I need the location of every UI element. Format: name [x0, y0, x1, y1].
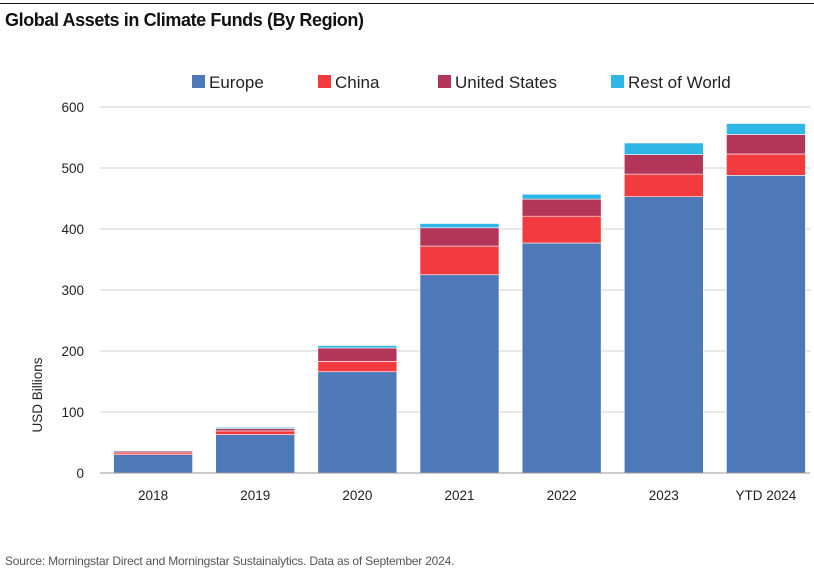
y-axis-label: USD Billions: [30, 357, 45, 432]
legend-label: United States: [455, 73, 557, 92]
bar-segment-united-states-2022: [521, 198, 602, 217]
legend-swatch: [192, 75, 205, 88]
bar-segment-europe-2021: [419, 274, 500, 474]
legend-swatch: [611, 75, 624, 88]
bars: [113, 123, 806, 474]
y-tick-label: 500: [61, 161, 84, 176]
bar-segment-europe-ytd-2024: [726, 175, 806, 474]
bar-segment-united-states-2019: [215, 428, 296, 432]
bar-segment-united-states-2023: [623, 154, 704, 175]
bar-segment-europe-2020: [317, 371, 398, 474]
bar-segment-europe-2022: [521, 242, 602, 474]
bar-segment-europe-2018: [113, 454, 193, 474]
legend-swatch: [318, 75, 331, 88]
x-tick-label: YTD 2024: [736, 488, 797, 503]
bar-segment-china-2023: [623, 173, 704, 197]
y-tick-label: 0: [76, 466, 84, 481]
y-tick-label: 400: [61, 222, 84, 237]
bar-segment-china-2019: [215, 430, 296, 435]
legend-swatch: [438, 75, 451, 88]
bar-segment-china-2022: [521, 215, 602, 244]
bar-segment-china-2021: [419, 245, 500, 276]
bar-segment-europe-2019: [215, 434, 296, 474]
x-tick-label: 2022: [547, 488, 577, 503]
y-tick-label: 600: [61, 100, 84, 115]
y-tick-label: 100: [61, 405, 84, 420]
y-tick-label: 300: [61, 283, 84, 298]
bar-segment-united-states-2021: [419, 227, 500, 247]
bar-segment-rest-of-world-2023: [623, 142, 704, 155]
y-tick-label: 200: [61, 344, 84, 359]
x-tick-label: 2023: [649, 488, 679, 503]
chart-title: Global Assets in Climate Funds (By Regio…: [5, 10, 364, 30]
bar-segment-rest-of-world-2020: [317, 345, 398, 349]
bar-segment-europe-2023: [623, 196, 704, 474]
bar-segment-china-2020: [317, 361, 398, 373]
axes: 0 100 200 300 400 500 600 2018 2019 2020 2021 2022 2…: [30, 100, 810, 503]
bar-segment-rest-of-world-2018: [113, 450, 193, 452]
bar-segment-united-states-ytd-2024: [726, 134, 806, 155]
legend: Europe China United States Rest of World: [192, 73, 731, 92]
bar-segment-rest-of-world-2022: [521, 193, 602, 200]
bar-segment-rest-of-world-ytd-2024: [726, 123, 806, 135]
legend-label: Rest of World: [628, 73, 731, 92]
top-rule: [0, 3, 814, 4]
legend-label: China: [335, 73, 380, 92]
source-note: Source: Morningstar Direct and Morningst…: [5, 554, 455, 568]
legend-label: Europe: [209, 73, 264, 92]
bar-segment-rest-of-world-2021: [419, 223, 500, 229]
x-tick-label: 2021: [444, 488, 474, 503]
x-tick-label: 2018: [138, 488, 168, 503]
bar-segment-united-states-2020: [317, 347, 398, 362]
x-tick-label: 2020: [342, 488, 372, 503]
bar-segment-china-ytd-2024: [726, 153, 806, 176]
bar-segment-rest-of-world-2019: [215, 426, 296, 429]
x-tick-label: 2019: [240, 488, 270, 503]
